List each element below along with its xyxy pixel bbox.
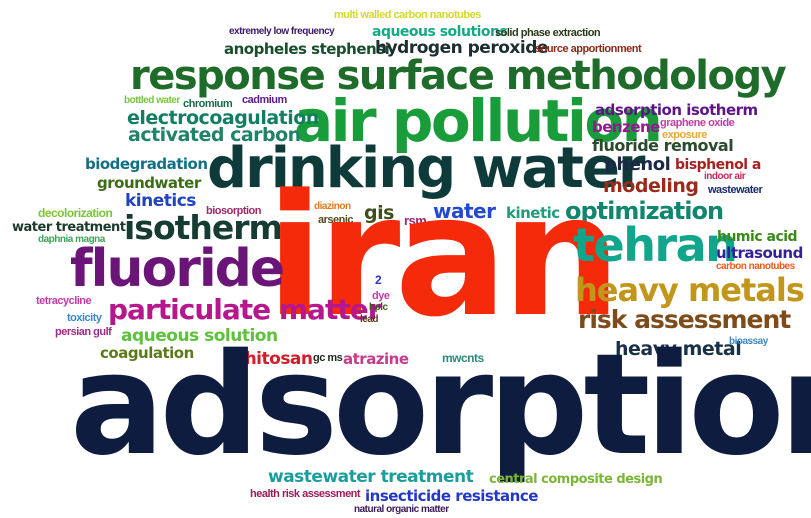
word-iran: iran — [266, 158, 621, 354]
word-optimization: particulate matter — [108, 293, 382, 326]
word-fluoride: fluoride — [70, 239, 285, 299]
word-mwcnts: mwcnts — [442, 351, 484, 365]
word-isotherm: isotherm — [124, 208, 283, 247]
word-water-treatment: water treatment — [12, 220, 126, 235]
word-indoor-air: indoor air — [704, 171, 746, 182]
word-activated-carbon: activated carbon — [128, 124, 301, 146]
word-heavy-metals: heavy metals — [575, 271, 805, 309]
word-natural-organic-matter: natural organic matter — [354, 504, 449, 515]
word-kinetic: kinetic — [506, 204, 560, 222]
word-bioassay: bioassay — [729, 336, 768, 347]
word-cadmium: cadmium — [242, 94, 287, 106]
word-arsenic: arsenic — [318, 214, 354, 226]
word-daphnia-magna: daphnia magna — [38, 234, 105, 245]
word-heavy-metal: heavy metal — [615, 338, 742, 360]
word-wastewater-treatment: wastewater treatment — [268, 467, 474, 487]
word-dye: dye — [372, 290, 390, 302]
word-aqueous-solutions: aqueous solutions — [372, 24, 508, 40]
word-solid-phase-extraction: solid phase extraction — [495, 27, 601, 39]
word-toxicity: toxicity — [67, 312, 102, 324]
word-atrazine: atrazine — [343, 350, 409, 368]
word-kinetics: kinetics — [125, 191, 196, 211]
word-hydrogen-peroxide: hydrogen peroxide — [375, 38, 548, 58]
word-gc-ms: gc ms — [313, 352, 343, 364]
word-multi-walled-carbon-nanotubes: multi walled carbon nanotubes — [334, 9, 481, 21]
word-bottled-water: bottled water — [124, 95, 180, 106]
word-benzene: benzene — [592, 118, 660, 136]
word-water: water — [433, 199, 496, 223]
word-gis: gis — [364, 202, 394, 224]
word-drinking-water: drinking water — [207, 136, 646, 201]
word-lead: lead — [360, 314, 379, 325]
word-2: 2 — [375, 273, 382, 287]
word-persian-gulf: persian gulf — [55, 326, 112, 338]
word-extremely-low-frequency: extremely low frequency — [229, 26, 335, 37]
word-particulate-matter: optimization — [565, 197, 724, 225]
word-fluoride-removal: fluoride removal — [592, 136, 734, 155]
word-aqueous-solution: aqueous solution — [121, 326, 278, 346]
word-adsorption-isotherm: adsorption isotherm — [595, 101, 758, 119]
word-air-pollution: air pollution — [294, 87, 663, 155]
word-insecticide-resistance: insecticide resistance — [365, 487, 538, 505]
word-chitosan: chitosan — [235, 349, 313, 369]
word-chromium: chromium — [183, 98, 233, 110]
word-decolorization: decolorization — [38, 206, 113, 220]
word-ultrasound: ultrasound — [716, 244, 803, 262]
word-diazinon: diazinon — [314, 201, 351, 212]
word-risk-assessment: risk assessment — [578, 305, 791, 334]
word-graphene-oxide: graphene oxide — [660, 117, 735, 129]
word-exposure: exposure — [662, 129, 707, 141]
word-health-risk-assessment: health risk assessment — [250, 488, 361, 500]
word-wastewater: wastewater — [708, 184, 763, 196]
word-adsorption: adsorption — [70, 324, 811, 487]
word-response-surface-methodology: response surface methodology — [130, 53, 787, 99]
word-phenol: phenol — [604, 154, 671, 175]
word-bisphenol-a: bisphenol a — [675, 157, 761, 173]
word-coagulation: coagulation — [100, 344, 194, 362]
word-source-apportionment: source apportionment — [535, 43, 642, 55]
word-central-composite-design: central composite design — [489, 472, 663, 487]
word-rsm: rsm — [404, 213, 427, 228]
word-tetracycline: tetracycline — [36, 295, 92, 307]
word-biosorption: biosorption — [206, 205, 262, 217]
word-anopheles-stephensi: anopheles stephensi — [224, 40, 390, 58]
word-electrocoagulation: electrocoagulation — [127, 107, 319, 129]
word-tehran: tehran — [573, 218, 738, 272]
word-biodegradation: biodegradation — [85, 155, 208, 173]
word-hplc: hplc — [369, 302, 388, 313]
word-carbon-nanotubes: carbon nanotubes — [716, 261, 795, 272]
word-humic-acid: humic acid — [717, 229, 798, 245]
word-groundwater: groundwater — [97, 174, 201, 192]
word-modeling: modeling — [603, 175, 699, 197]
